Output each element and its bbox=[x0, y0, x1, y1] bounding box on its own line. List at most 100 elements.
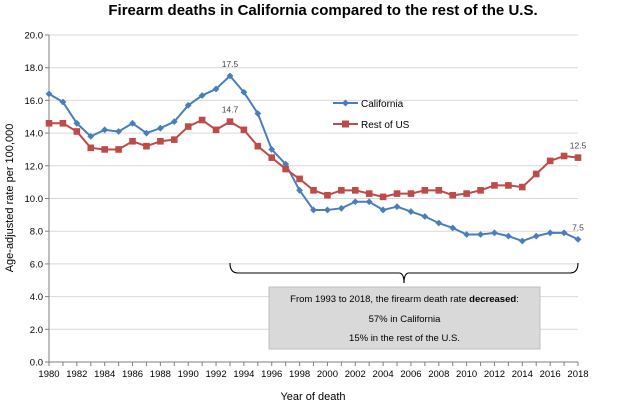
data-point-california bbox=[310, 206, 317, 214]
data-point-rest-of-us bbox=[519, 183, 526, 191]
data-point-rest-of-us bbox=[463, 190, 470, 197]
y-tick-label: 6.0 bbox=[30, 259, 43, 270]
legend-item-california: California bbox=[333, 99, 404, 110]
data-point-california bbox=[365, 198, 373, 206]
x-tick-label: 1980 bbox=[38, 369, 59, 380]
data-point-rest-of-us bbox=[421, 187, 429, 194]
x-tick-label: 2014 bbox=[512, 369, 533, 380]
data-point-rest-of-us bbox=[338, 187, 345, 194]
x-tick-label: 1986 bbox=[122, 369, 143, 380]
data-point-rest-of-us bbox=[268, 154, 276, 161]
data-point-california bbox=[324, 206, 331, 214]
data-point-california bbox=[45, 90, 53, 98]
y-tick-label: 2.0 bbox=[30, 325, 43, 336]
data-point-rest-of-us bbox=[184, 123, 192, 130]
data-point-california bbox=[212, 85, 220, 93]
data-point-rest-of-us bbox=[198, 116, 206, 124]
grid-lines bbox=[49, 34, 578, 330]
data-point-california bbox=[379, 206, 387, 214]
data-point-california bbox=[491, 229, 498, 237]
data-point-rest-of-us bbox=[435, 187, 443, 194]
data-point-rest-of-us bbox=[129, 137, 136, 145]
data-point-rest-of-us bbox=[574, 154, 582, 161]
series-line-rest-of-us bbox=[49, 119, 579, 198]
data-point-california bbox=[393, 203, 401, 211]
data-point-california bbox=[170, 118, 178, 126]
data-point-rest-of-us bbox=[351, 187, 359, 194]
data-point-rest-of-us bbox=[282, 165, 289, 173]
data-point-rest-of-us bbox=[101, 146, 108, 153]
data-point-california bbox=[477, 231, 484, 238]
data-point-rest-of-us bbox=[505, 182, 512, 189]
x-tick-label: 2008 bbox=[428, 369, 449, 380]
data-point-california bbox=[421, 213, 429, 220]
data-point-california bbox=[268, 146, 276, 153]
data-point-rest-of-us bbox=[226, 118, 234, 125]
data-point-california bbox=[435, 219, 443, 227]
data-point-rest-of-us bbox=[240, 126, 248, 134]
x-tick-label: 2000 bbox=[317, 369, 338, 380]
legend-marker-rest-of-us bbox=[342, 120, 349, 128]
data-point-rest-of-us bbox=[45, 119, 53, 127]
x-tick-label: 2006 bbox=[400, 369, 421, 380]
data-point-rest-of-us bbox=[449, 191, 457, 199]
data-point-rest-of-us bbox=[310, 187, 317, 194]
data-point-rest-of-us bbox=[477, 187, 484, 194]
data-point-rest-of-us bbox=[407, 190, 415, 197]
data-point-california bbox=[560, 229, 568, 237]
data-point-rest-of-us bbox=[532, 170, 540, 178]
data-labels: 17.5 14.7 12.5 7.5 bbox=[222, 59, 587, 233]
data-label: 14.7 bbox=[222, 105, 239, 115]
x-tick-label: 2002 bbox=[345, 369, 366, 380]
y-tick-label: 0.0 bbox=[30, 358, 43, 369]
x-tick-labels: 1980 1982 1984 1986 1988 1990 1992 1994 1996 1998… bbox=[38, 362, 589, 380]
series-layer bbox=[45, 72, 582, 245]
x-tick-label: 2018 bbox=[567, 369, 588, 380]
x-tick-label: 1988 bbox=[150, 369, 171, 380]
x-tick-label: 1998 bbox=[289, 369, 310, 380]
x-tick-label: 2012 bbox=[484, 369, 505, 380]
data-point-california bbox=[351, 198, 359, 206]
x-tick-label: 1984 bbox=[94, 369, 115, 380]
data-point-california bbox=[449, 224, 457, 232]
annotation-line-1: From 1993 to 2018, the firearm death rat… bbox=[290, 294, 519, 305]
data-point-california bbox=[226, 72, 234, 80]
data-point-rest-of-us bbox=[212, 126, 220, 134]
data-point-rest-of-us bbox=[491, 182, 498, 189]
data-point-rest-of-us bbox=[115, 146, 122, 153]
data-point-rest-of-us bbox=[157, 137, 164, 145]
data-point-california bbox=[337, 204, 345, 212]
data-point-rest-of-us bbox=[296, 175, 303, 183]
y-tick-label: 10.0 bbox=[25, 194, 44, 205]
data-point-california bbox=[101, 126, 109, 134]
data-point-rest-of-us bbox=[73, 128, 81, 135]
data-point-california bbox=[254, 110, 262, 117]
data-point-california bbox=[156, 124, 164, 132]
y-tick-label: 8.0 bbox=[30, 227, 43, 238]
x-tick-label: 1996 bbox=[261, 369, 282, 380]
annotation-bracket bbox=[229, 262, 579, 284]
data-point-california bbox=[546, 229, 554, 237]
data-point-california bbox=[129, 119, 136, 127]
data-point-california bbox=[407, 208, 415, 215]
data-label: 17.5 bbox=[222, 59, 239, 69]
annotation-line-1-bold: decreased bbox=[469, 294, 516, 305]
legend: California Rest of US bbox=[333, 99, 410, 131]
data-point-rest-of-us bbox=[393, 190, 401, 197]
data-point-rest-of-us bbox=[560, 152, 568, 160]
x-tick-label: 2010 bbox=[456, 369, 477, 380]
y-tick-labels: 0.0 2.0 4.0 6.0 8.0 10.0 12.0 14.0 16.0 18.0 20.0 bbox=[25, 31, 49, 369]
data-point-california bbox=[184, 101, 192, 109]
data-point-california bbox=[518, 237, 526, 245]
annotation-line-1-prefix: From 1993 to 2018, the firearm death rat… bbox=[290, 294, 469, 305]
chart-title: Firearm deaths in California compared to… bbox=[108, 2, 537, 19]
legend-item-rest-of-us: Rest of US bbox=[333, 120, 410, 131]
data-label: 12.5 bbox=[570, 141, 587, 151]
data-point-rest-of-us bbox=[143, 142, 150, 150]
data-point-rest-of-us bbox=[59, 119, 67, 127]
data-point-california bbox=[240, 88, 248, 96]
annotation-line-2: 57% in California bbox=[369, 314, 442, 325]
data-point-rest-of-us bbox=[254, 142, 262, 150]
x-tick-label: 1990 bbox=[178, 369, 199, 380]
